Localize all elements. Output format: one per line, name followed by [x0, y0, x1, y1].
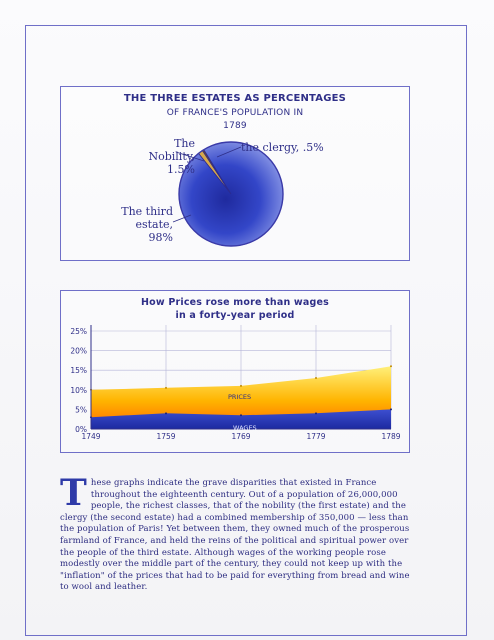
third-estate-leader-line: [172, 214, 192, 223]
x-tick-label: 1749: [81, 432, 100, 441]
description-text: hese graphs indicate the grave dispariti…: [60, 478, 410, 593]
x-tick-label: 1789: [381, 432, 400, 441]
third-estate-label-line-3: 98%: [148, 231, 173, 244]
nobility-label-line-1: The Nobility,: [148, 137, 195, 163]
third-estate-label-line-1: The third: [121, 205, 173, 218]
x-tick-label: 1769: [231, 432, 250, 441]
area-chart-title-line-1: How Prices rose more than wages: [140, 297, 330, 308]
description-paragraph: T hese graphs indicate the grave dispari…: [60, 472, 420, 594]
clergy-label: the clergy, .5%: [241, 141, 324, 154]
third-estate-label-line-2: estate,: [135, 218, 173, 231]
area-chart-panel: How Prices rose more than wages in a for…: [60, 290, 410, 453]
prices-point: [240, 384, 242, 387]
y-tick-label: 25%: [70, 327, 87, 336]
x-tick-label: 1759: [156, 432, 175, 441]
pie-chart: [172, 141, 284, 247]
prices-point: [165, 386, 167, 389]
y-tick-label: 10%: [70, 386, 87, 395]
nobility-leader-line: [175, 151, 205, 162]
clergy-label-line-1: the clergy, .5%: [241, 141, 324, 154]
y-tick-label: 15%: [70, 366, 87, 375]
drop-cap: T: [60, 472, 87, 514]
prices-series-label: PRICES: [228, 393, 252, 401]
pie-chart-title-line-3: 1789: [223, 121, 247, 131]
x-tick-label: 1779: [306, 432, 325, 441]
pie-outline: [178, 141, 284, 247]
nobility-label-line-2: 1.5%: [167, 163, 195, 176]
third-estate-label: The third estate, 98%: [101, 205, 173, 244]
wages-point: [315, 412, 317, 415]
y-tick-label: 5%: [75, 405, 87, 414]
y-tick-label: 20%: [70, 347, 87, 356]
wages-point: [390, 408, 392, 411]
prices-point: [390, 365, 392, 368]
nobility-label: The Nobility, 1.5%: [125, 137, 195, 176]
pie-chart-title-line-2: OF FRANCE'S POPULATION IN: [166, 108, 304, 118]
wages-series-label: WAGES: [233, 424, 257, 432]
pie-chart-title-line-1: THE THREE ESTATES AS PERCENTAGES: [123, 93, 347, 104]
area-chart: 0% 5% 10% 15% 20% 25% 1749 1759 1769 1779 1789: [70, 325, 401, 441]
clergy-leader-line: [216, 146, 242, 158]
y-tick-label: 0%: [75, 425, 87, 434]
pie-chart-panel: THE THREE ESTATES AS PERCENTAGES OF FRAN…: [60, 86, 410, 261]
prices-point: [315, 377, 317, 380]
area-chart-title-line-2: in a forty-year period: [175, 310, 295, 321]
wages-point: [240, 414, 242, 417]
wages-point: [165, 412, 167, 415]
page-border: [25, 25, 467, 636]
